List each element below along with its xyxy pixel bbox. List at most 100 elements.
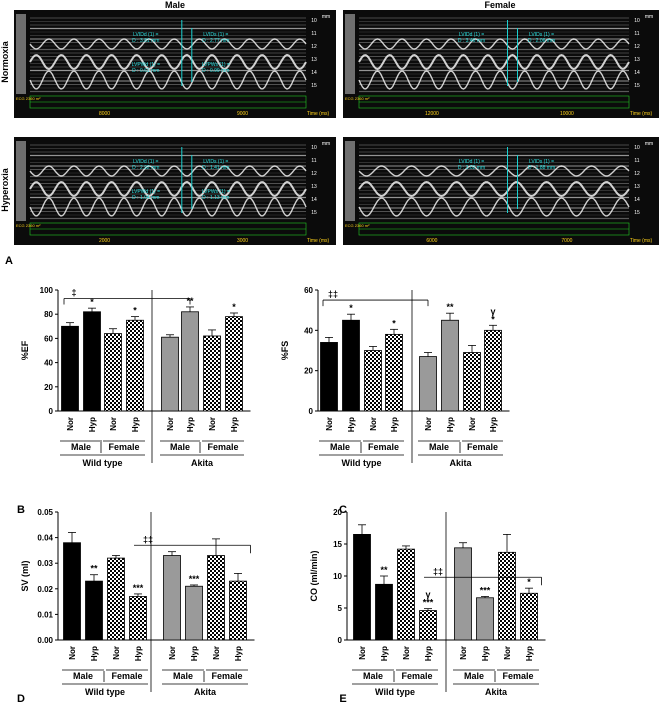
echo-measurement-label: D : 3.02 mm [458,165,485,171]
echo-wall-trace [358,180,630,198]
bar-nor [364,350,382,412]
y-axis-label: %FS [280,341,290,361]
x-tick-label: Nor [459,646,468,660]
echo-depth-tick: 13 [311,184,317,190]
echo-time-tick: 8000 [99,111,110,117]
panel-letter-A: A [5,255,13,267]
echo-image-male-normoxia: LVIDd (1) =D : 3.81 mm LVIDs (1) =D : 2.7… [14,10,336,118]
echo-measurement-label: D : 2.06 mm [528,38,555,44]
bar-nor [161,336,179,412]
echo-measurement-label: LVIDd (1) = [133,159,158,165]
echo-depth-unit: mm [645,14,653,20]
y-tick-label: 0.04 [37,534,53,543]
sex-label: Male [429,442,449,452]
sex-label: Male [170,442,190,452]
y-tick-label: 80 [44,310,53,319]
echo-grey-scale-bar [16,141,26,221]
echo-measurement-label: LVIDs (1) = [529,32,554,38]
echo-measurement-label: LVIDs (1) = [203,32,228,38]
echo-depth-tick: 15 [311,83,317,89]
x-tick-label: Nor [66,417,75,431]
bar-hyp [181,311,199,412]
significance-marker: *** [133,583,144,593]
y-tick-label: 15 [333,540,342,549]
bar-hyp [129,596,147,641]
significance-marker: γ [425,590,430,600]
echo-measurement-label: D : 2.92 mm [132,165,159,171]
genotype-label: Wild type [342,458,382,468]
echo-wall-trace [358,197,630,217]
echo-measurement-label: LVIDd (1) = [459,32,484,38]
bar-nor [320,342,338,412]
echo-depth-tick: 14 [634,197,640,203]
y-tick-label: 0 [338,636,343,645]
y-axis-label: %EF [20,340,30,360]
echo-ecg-label: ECG 2360 m² [16,96,41,101]
echo-depth-tick: 15 [311,210,317,216]
echo-depth-tick: 10 [634,18,640,24]
genotype-label: Wild type [83,458,123,468]
echo-wall-trace [29,70,307,90]
echo-time-tick: 10000 [560,111,574,117]
sex-label: Female [111,671,142,681]
y-tick-label: 10 [333,572,342,581]
bar-hyp [441,319,459,412]
echo-wall-trace [29,180,307,198]
bar-hyp [484,329,502,412]
x-tick-label: Hyp [234,646,243,661]
x-tick-label: Hyp [131,417,140,432]
bar-hyp [83,311,101,412]
y-tick-label: 60 [44,334,53,343]
echo-time-tick: 2000 [99,238,110,244]
echo-depth-tick: 13 [634,57,640,63]
bar-hyp [85,580,103,641]
significance-marker: ** [380,565,388,575]
echo-row-title: Normoxia [0,40,10,83]
significance-marker: * [527,577,531,587]
genotype-label: Wild type [375,687,415,697]
genotype-label: Akita [449,458,472,468]
x-tick-label: Hyp [489,417,498,432]
echo-measurement-label: D : 1.88 mm [528,165,555,171]
echo-depth-tick: 10 [634,145,640,151]
echo-time-unit: Time (ms) [630,111,653,117]
x-tick-label: Nor [424,417,433,431]
echo-wall-trace [358,70,630,90]
echo-wall-trace [29,53,307,71]
genotype-label: Akita [191,458,214,468]
x-tick-label: Nor [112,646,121,660]
sex-label: Male [363,671,383,681]
echo-time-unit: Time (ms) [630,238,653,244]
y-tick-label: 5 [338,604,343,613]
significance-marker: ** [446,302,454,312]
echo-measurement-label: LVPWd (1) = [132,62,160,68]
significance-marker: * [90,297,94,307]
echo-depth-tick: 14 [311,197,317,203]
significance-marker: * [392,318,396,328]
x-tick-label: Hyp [347,417,356,432]
sex-label: Female [211,671,242,681]
y-tick-label: 20 [304,367,313,376]
x-tick-label: Hyp [525,646,534,661]
x-tick-label: Nor [369,417,378,431]
y-tick-label: 0.03 [37,559,53,568]
echo-grey-scale-bar [345,14,355,94]
panel-letter-C: C [339,504,347,516]
echo-measurement-label: D : 1.13 mm [202,195,229,201]
sex-label: Female [207,442,238,452]
significance-marker: γ [490,306,495,316]
bar-hyp [476,597,494,641]
x-tick-label: Hyp [380,646,389,661]
echo-ecg-label: ECG 2360 m² [345,223,370,228]
x-tick-label: Nor [208,417,217,431]
bar-nor [63,542,81,641]
echo-time-unit: Time (ms) [307,238,330,244]
significance-marker: *** [189,574,200,584]
genotype-label: Wild type [85,687,125,697]
bar-nor [454,547,472,641]
significance-marker: * [232,302,236,312]
echo-ecg-label: ECG 2360 m² [345,96,370,101]
echo-depth-tick: 13 [311,57,317,63]
significance-marker: * [349,303,353,313]
panel-letter-D: D [17,693,25,705]
